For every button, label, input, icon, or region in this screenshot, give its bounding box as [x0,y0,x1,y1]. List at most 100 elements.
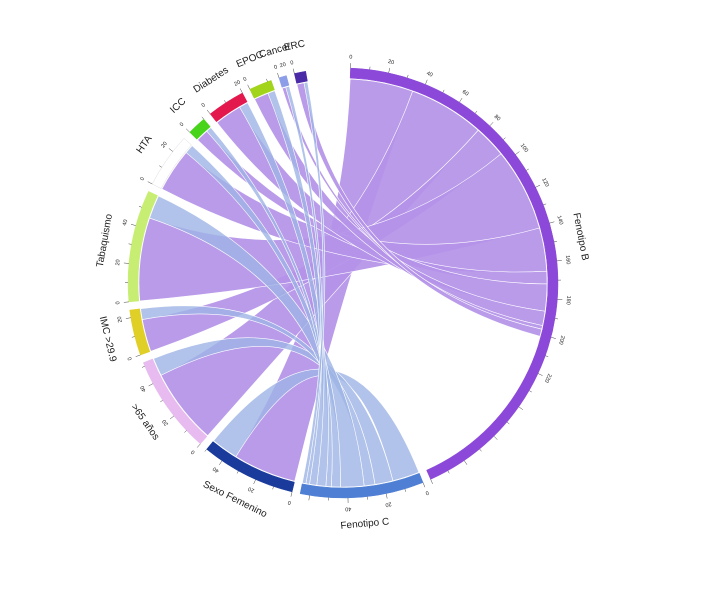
tick-mark [168,148,174,152]
tick-mark [292,68,295,74]
tick-label: 20 [387,59,394,66]
chord-sectors [127,67,559,499]
sector-erc [294,70,308,84]
tick-mark [204,449,207,452]
tick-label: 220 [543,373,552,384]
sector-label-erc: ERC [283,39,306,54]
tick-mark [515,151,520,155]
tick-label: 20 [161,418,170,427]
tick-label: 0 [179,122,185,128]
tick-mark [184,430,187,433]
sector-label-icc: ICC [168,96,188,116]
sector-sexo-femenino [206,441,295,493]
tick-label: 0 [127,356,134,361]
tick-mark [529,390,532,393]
tick-mark [493,435,498,440]
tick-label: 0 [201,102,207,109]
tick-label: 20 [115,259,122,266]
sector-label-fenotipo-b: Fenotipo B [570,212,590,262]
chord-links [138,78,548,488]
tick-mark [550,337,556,339]
chord-link-fenotipo-c-to-sexo-femenino [213,368,420,482]
tick-label: 20 [117,316,124,323]
tick-label: 140 [555,215,563,225]
tick-mark [430,479,433,485]
tick-mark [308,495,310,501]
tick-label: 0 [290,60,294,67]
tick-mark [503,137,506,140]
tick-mark [169,415,175,420]
tick-label: 200 [557,335,565,345]
tick-label: 20 [279,62,287,69]
sector-cancer [278,75,290,88]
tick-mark [128,243,132,245]
tick-mark [135,354,141,357]
tick-mark [290,491,293,497]
sector-hta [151,137,192,189]
sector-label-tabaquismo: Tabaquismo [95,213,115,268]
tick-mark [206,109,211,115]
tick-mark [549,221,555,224]
tick-mark [160,400,163,403]
tick-mark [159,165,162,168]
sector-label-imc-29-9: IMC >29.9 [97,315,119,363]
tick-label: 100 [519,143,529,154]
tick-label: 0 [243,76,248,83]
tick-mark [148,383,154,387]
sector-fenotipo-b [349,67,559,480]
tick-mark [236,470,239,474]
tick-mark [219,460,223,466]
chord-link-fenotipo-c-to-erc [301,81,326,484]
tick-mark [131,336,135,338]
tick-mark [223,100,227,103]
sector-epoc [249,80,275,99]
chord-link-fenotipo-b-to-erc [296,82,543,337]
tick-mark [138,206,142,208]
tick-mark [506,421,510,425]
tick-mark [553,241,558,243]
tick-label: 40 [140,384,148,392]
tick-mark [555,318,559,320]
tick-mark [543,203,547,206]
tick-mark [147,181,153,185]
sector-label-diabetes: Diabetes [192,65,231,96]
tick-mark [422,482,426,488]
tick-mark [556,260,562,262]
sector-fenotipo-c [299,472,424,499]
tick-mark [537,373,543,376]
tick-label: 40 [122,219,129,227]
tick-mark [239,88,243,94]
tick-mark [518,406,524,410]
tick-label: 80 [493,114,502,123]
tick-mark [464,460,468,465]
tick-mark [404,488,406,492]
tick-label: 40 [345,505,351,511]
tick-label: 20 [247,485,255,493]
tick-label: 0 [349,55,352,61]
sector-label-hta: HTA [135,133,155,155]
tick-mark [253,479,256,485]
tick-mark [447,470,450,474]
chord-ticks: 0204060801001201401601802002200204002040… [115,55,571,512]
tick-mark [459,97,463,103]
tick-label: 60 [461,89,469,97]
tick-mark [489,122,494,127]
tick-label: 160 [564,255,571,265]
tick-label: 0 [273,64,278,71]
tick-label: 0 [424,489,429,496]
tick-mark [266,78,268,82]
sector-label-fenotipo-c: Fenotipo C [340,516,390,531]
tick-mark [442,89,445,93]
tick-mark [388,67,390,73]
tick-label: 40 [425,71,433,79]
tick-mark [385,493,388,499]
sector-icc [189,118,211,140]
sector-label--65-a-os: >65 años [128,402,161,442]
sector-label-sexo-femenino: Sexo Femenino [201,479,269,520]
tick-mark [141,366,145,368]
sector-diabetes [209,92,248,123]
tick-label: 20 [385,500,392,507]
sector-imc-29-9 [129,308,151,356]
tick-label: 20 [160,141,168,150]
